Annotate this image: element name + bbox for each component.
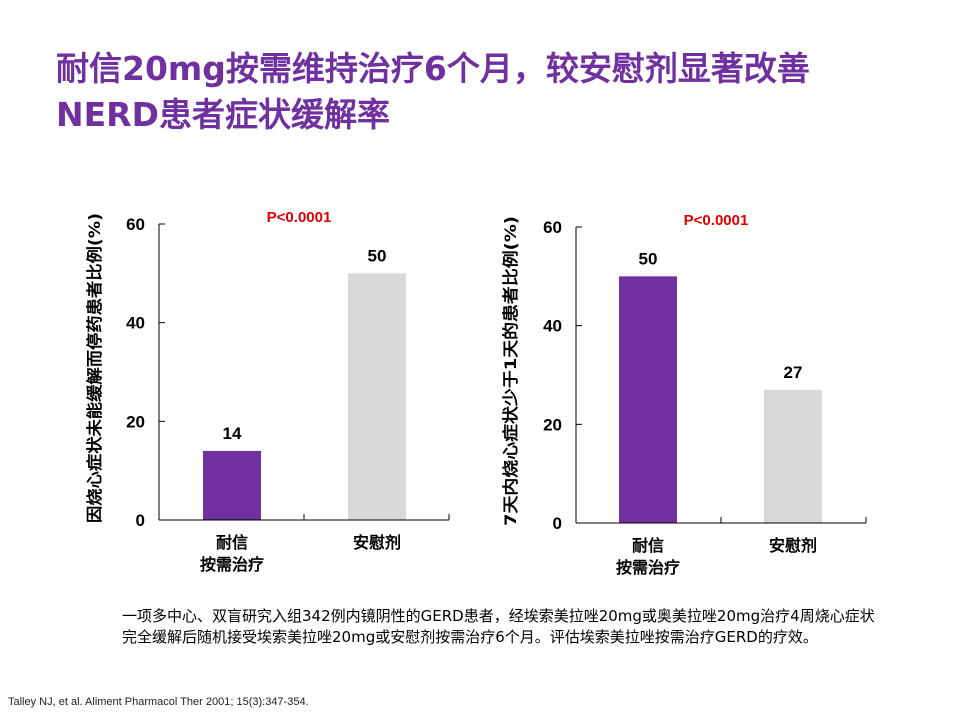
x-tick-label: 安慰剂 bbox=[769, 536, 817, 555]
y-tick-label: 0 bbox=[136, 511, 145, 530]
bar bbox=[203, 450, 261, 520]
slide-title: 耐信20mg按需维持治疗6个月，较安慰剂显著改善 NERD患者症状缓解率 bbox=[56, 46, 926, 138]
slide-title-line-1: 耐信20mg按需维持治疗6个月，较安慰剂显著改善 bbox=[56, 49, 810, 88]
y-tick-label: 40 bbox=[126, 314, 145, 333]
y-tick-label: 60 bbox=[126, 215, 145, 234]
x-tick-label: 耐信 bbox=[632, 536, 664, 555]
x-tick-label: 安慰剂 bbox=[353, 533, 401, 552]
bar bbox=[619, 276, 677, 523]
y-axis-label: 因烧心症状未能缓解而停药患者比例(%) bbox=[85, 213, 104, 523]
x-tick-label: 按需治疗 bbox=[200, 555, 264, 574]
data-label: 14 bbox=[223, 424, 242, 443]
bar bbox=[764, 389, 822, 523]
y-axis-label: 7天内烧心症状少于1天的患者比例(%) bbox=[501, 216, 520, 526]
y-tick-label: 60 bbox=[543, 218, 562, 237]
y-tick-label: 0 bbox=[553, 514, 562, 533]
data-label: 50 bbox=[639, 249, 658, 268]
y-tick-label: 40 bbox=[543, 317, 562, 336]
y-tick-label: 20 bbox=[543, 415, 562, 434]
p-value-annotation: P<0.0001 bbox=[267, 209, 332, 226]
reference: Talley NJ, et al. Aliment Pharmacol Ther… bbox=[8, 696, 309, 708]
x-tick-label: 按需治疗 bbox=[616, 558, 680, 577]
p-value-annotation: P<0.0001 bbox=[684, 212, 749, 229]
y-tick-label: 20 bbox=[126, 412, 145, 431]
data-label: 27 bbox=[784, 363, 803, 382]
study-description: 一项多中心、双盲研究入组342例内镜阴性的GERD患者，经埃索美拉唑20mg或奥… bbox=[122, 607, 875, 646]
bar bbox=[348, 273, 406, 520]
slide-title-line-2: NERD患者症状缓解率 bbox=[56, 95, 390, 134]
x-tick-label: 耐信 bbox=[216, 533, 248, 552]
data-label: 50 bbox=[368, 246, 387, 265]
